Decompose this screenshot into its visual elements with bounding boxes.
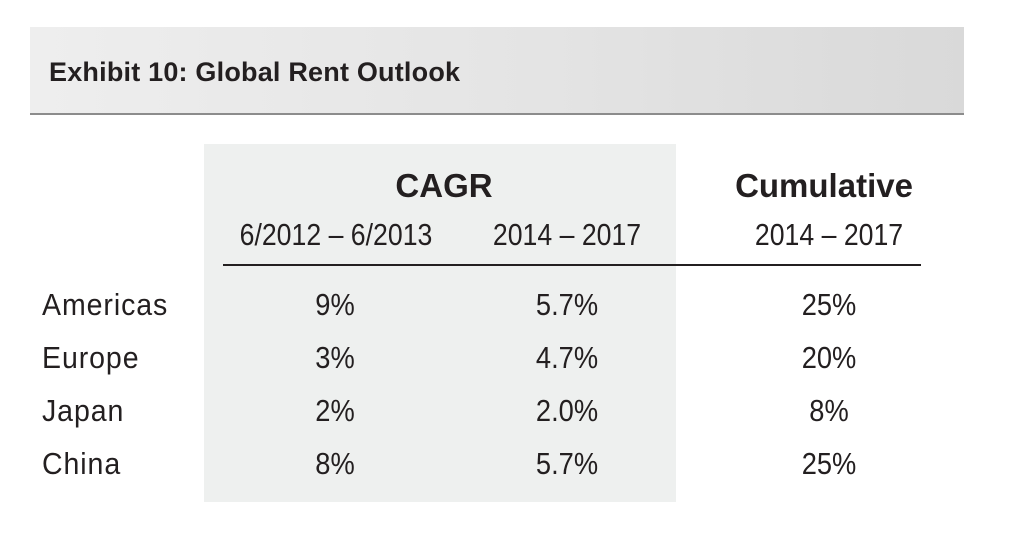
column-header-cagr-2012-2013: 6/2012 – 6/2013 (239, 217, 433, 252)
row-label-europe: Europe (42, 340, 140, 375)
cell-europe-cagr-2012-2013: 3% (315, 340, 355, 375)
exhibit-header: Exhibit 10: Global Rent Outlook (30, 27, 964, 115)
cell-americas-cagr-2014-2017: 5.7% (535, 287, 599, 322)
cell-japan-cagr-2012-2013: 2% (315, 393, 355, 428)
cell-americas-cagr-2012-2013: 9% (315, 287, 355, 322)
cagr-group-header: CAGR (395, 167, 493, 204)
cumulative-group-header: Cumulative (735, 167, 913, 204)
column-header-cagr-2014-2017: 2014 – 2017 (492, 217, 642, 252)
cell-europe-cagr-2014-2017: 4.7% (535, 340, 599, 375)
cell-japan-cagr-2014-2017: 2.0% (535, 393, 599, 428)
cell-china-cagr-2014-2017: 5.7% (535, 446, 599, 481)
row-label-china: China (42, 446, 122, 481)
cell-americas-cumulative: 25% (801, 287, 857, 322)
row-label-americas: Americas (42, 287, 169, 322)
cell-china-cumulative: 25% (801, 446, 857, 481)
exhibit-title: Exhibit 10: Global Rent Outlook (49, 57, 461, 87)
cagr-panel (204, 144, 676, 502)
column-header-cumulative-2014-2017: 2014 – 2017 (754, 217, 904, 252)
cell-europe-cumulative: 20% (801, 340, 857, 375)
row-label-japan: Japan (42, 393, 125, 428)
cell-japan-cumulative: 8% (809, 393, 849, 428)
header-rule (223, 264, 921, 266)
cell-china-cagr-2012-2013: 8% (315, 446, 355, 481)
